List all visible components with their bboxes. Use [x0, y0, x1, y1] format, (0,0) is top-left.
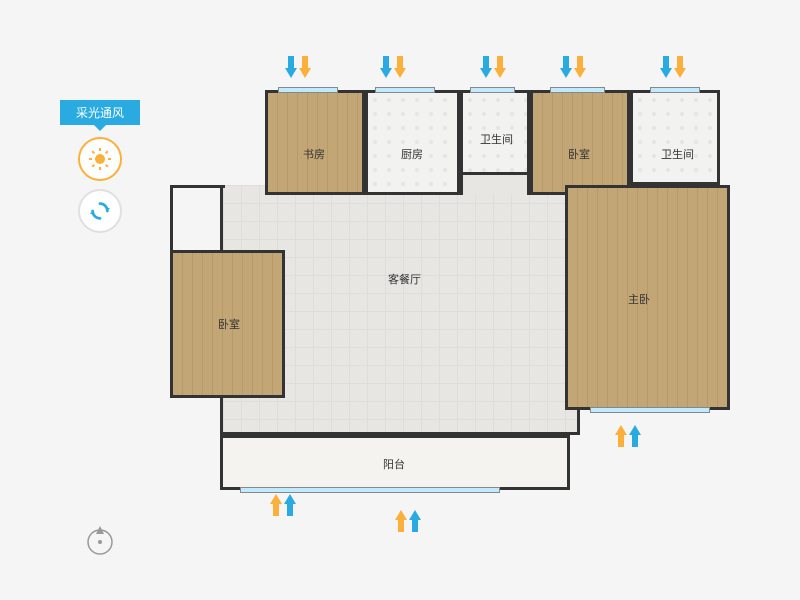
room-bath2 — [630, 90, 720, 185]
blue-arrow-icon — [409, 510, 421, 532]
ventilation-toggle-button[interactable] — [78, 189, 122, 233]
floorplan: 书房 厨房 卫生间 卧室 卫生间 卧室 客餐厅 主卧 阳台 — [170, 90, 750, 510]
wall-segment — [170, 185, 225, 188]
refresh-icon — [89, 200, 111, 222]
hallway-segment — [460, 175, 530, 195]
light-arrow-down — [560, 56, 586, 78]
blue-arrow-icon — [660, 56, 672, 78]
yellow-arrow-icon — [494, 56, 506, 78]
yellow-arrow-icon — [395, 510, 407, 532]
blue-arrow-icon — [480, 56, 492, 78]
compass-icon — [80, 520, 120, 560]
light-arrow-down — [480, 56, 506, 78]
window — [375, 87, 435, 93]
yellow-arrow-icon — [270, 494, 282, 516]
room-kitchen — [365, 90, 460, 195]
light-arrow-up — [395, 510, 421, 532]
yellow-arrow-icon — [394, 56, 406, 78]
blue-arrow-icon — [380, 56, 392, 78]
yellow-arrow-icon — [615, 425, 627, 447]
sun-icon — [88, 147, 112, 171]
room-master — [565, 185, 730, 410]
sidebar-label: 采光通风 — [60, 100, 140, 125]
blue-arrow-icon — [560, 56, 572, 78]
blue-arrow-icon — [284, 494, 296, 516]
room-bedroom2 — [530, 90, 630, 195]
sun-toggle-button[interactable] — [78, 137, 122, 181]
window — [650, 87, 700, 93]
room-study — [265, 90, 365, 195]
yellow-arrow-icon — [574, 56, 586, 78]
light-arrow-down — [285, 56, 311, 78]
window — [240, 487, 500, 493]
light-arrow-up — [615, 425, 641, 447]
blue-arrow-icon — [285, 56, 297, 78]
window — [278, 87, 338, 93]
blue-arrow-icon — [629, 425, 641, 447]
yellow-arrow-icon — [299, 56, 311, 78]
window — [550, 87, 605, 93]
room-bath1 — [460, 90, 530, 175]
sidebar-controls: 采光通风 — [60, 100, 140, 241]
light-arrow-down — [380, 56, 406, 78]
room-bedroom3 — [170, 250, 285, 398]
yellow-arrow-icon — [674, 56, 686, 78]
window — [470, 87, 515, 93]
light-arrow-up — [270, 494, 296, 516]
window — [590, 407, 710, 413]
light-arrow-down — [660, 56, 686, 78]
room-balcony — [220, 435, 570, 490]
wall-segment — [170, 185, 173, 253]
